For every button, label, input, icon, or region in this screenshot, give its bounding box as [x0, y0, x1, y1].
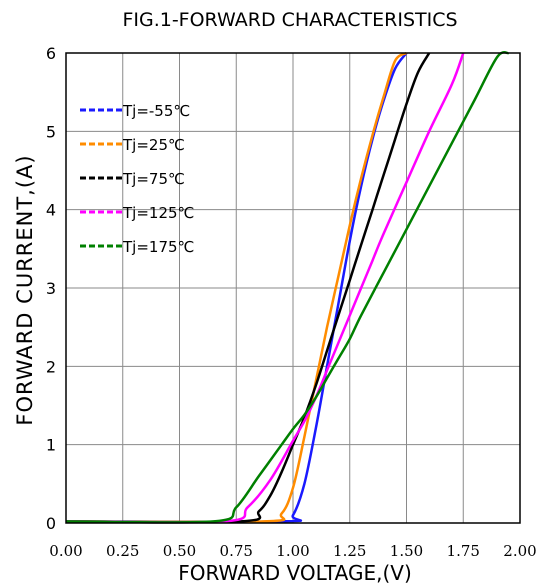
x-tick-label: 1.25 — [333, 542, 366, 560]
x-tick-label: 1.00 — [276, 542, 309, 560]
legend-label: Tj=75℃ — [122, 170, 185, 188]
series-line — [65, 52, 465, 524]
x-tick-label: 1.50 — [390, 542, 423, 560]
series-line — [65, 51, 408, 524]
legend-label: Tj=25℃ — [122, 136, 185, 154]
x-tick-label: 0.00 — [49, 542, 82, 560]
series-lines — [65, 51, 510, 524]
x-tick-labels: 0.00 0.25 0.50 0.75 1.00 1.25 1.50 1.75 2.00 — [49, 542, 536, 560]
plot-frame — [65, 52, 521, 524]
series-line — [65, 51, 510, 524]
y-tick-label: 5 — [46, 122, 56, 141]
x-axis-label: FORWARD VOLTAGE,(V) — [178, 561, 412, 585]
y-tick-label: 6 — [46, 44, 56, 63]
legend-label: Tj=175℃ — [122, 238, 194, 256]
y-tick-label: 1 — [46, 436, 56, 455]
grid — [65, 52, 521, 524]
y-tick-label: 0 — [46, 514, 56, 533]
y-tick-label: 3 — [46, 279, 56, 298]
y-tick-label: 2 — [46, 357, 56, 376]
series-line — [65, 52, 431, 524]
legend: Tj=-55℃ Tj=25℃ Tj=75℃ Tj=125℃ Tj=175℃ — [80, 102, 194, 256]
x-tick-label: 0.25 — [106, 542, 139, 560]
legend-label: Tj=-55℃ — [122, 102, 190, 120]
legend-label: Tj=125℃ — [122, 204, 194, 222]
x-tick-label: 0.50 — [163, 542, 196, 560]
y-tick-label: 4 — [46, 201, 56, 220]
x-tick-label: 2.00 — [503, 542, 536, 560]
chart-title: FIG.1-FORWARD CHARACTERISTICS — [122, 9, 457, 31]
y-tick-labels: 0 1 2 3 4 5 6 — [46, 44, 56, 533]
x-tick-label: 0.75 — [220, 542, 253, 560]
x-tick-label: 1.75 — [447, 542, 480, 560]
y-axis-label: FORWARD CURRENT,(A) — [13, 154, 37, 425]
